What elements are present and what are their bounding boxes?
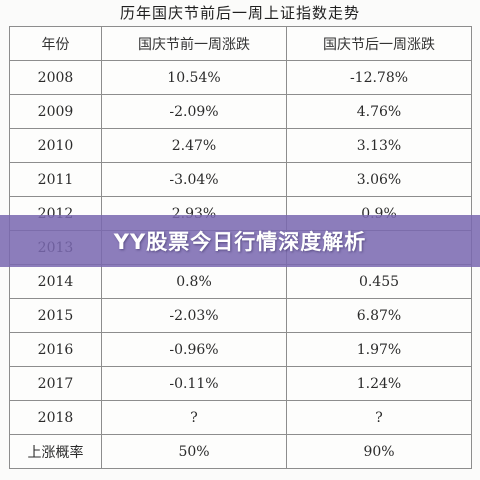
year-cell: 2010 [9,128,102,163]
summary-row: 上涨概率 50% 90% [9,434,472,469]
year-cell: 2008 [9,60,102,95]
after-cell: 4.76% [286,94,472,129]
table-title: 历年国庆节前后一周上证指数走势 [119,4,360,22]
table-row: 2008 10.54% -12.78% [9,60,472,95]
after-cell: 0.455 [286,264,472,299]
before-cell: 2.47% [101,128,287,163]
after-cell: 3.06% [286,162,472,197]
year-cell: 2015 [9,298,102,333]
header-week-after: 国庆节后一周涨跌 [286,26,472,61]
before-cell: -0.11% [101,366,287,401]
summary-before: 50% [101,434,287,469]
headline-text: YY股票今日行情深度解析 [113,230,367,254]
table-row: 2018 ? ? [9,400,472,435]
headline-banner: YY股票今日行情深度解析 [0,215,480,267]
year-cell: 2016 [9,332,102,367]
year-cell: 2009 [9,94,102,129]
before-cell: 10.54% [101,60,287,95]
table-row: 2016 -0.96% 1.97% [9,332,472,367]
before-cell: -2.09% [101,94,287,129]
before-cell: -0.96% [101,332,287,367]
header-year: 年份 [9,26,102,61]
header-week-before: 国庆节前一周涨跌 [101,26,287,61]
summary-after: 90% [286,434,472,469]
before-cell: ? [101,400,287,435]
table-row: 2015 -2.03% 6.87% [9,298,472,333]
after-cell: 1.24% [286,366,472,401]
before-cell: -3.04% [101,162,287,197]
year-cell: 2017 [9,366,102,401]
table-row: 2010 2.47% 3.13% [9,128,472,163]
table-header-row: 年份 国庆节前一周涨跌 国庆节后一周涨跌 [9,26,472,61]
summary-label: 上涨概率 [9,434,102,469]
after-cell: 3.13% [286,128,472,163]
year-cell: 2011 [9,162,102,197]
before-cell: -2.03% [101,298,287,333]
table-row: 2014 0.8% 0.455 [9,264,472,299]
after-cell: -12.78% [286,60,472,95]
table-row: 2011 -3.04% 3.06% [9,162,472,197]
after-cell: 1.97% [286,332,472,367]
year-cell: 2018 [9,400,102,435]
before-cell: 0.8% [101,264,287,299]
after-cell: ? [286,400,472,435]
table-row: 2017 -0.11% 1.24% [9,366,472,401]
table-row: 2009 -2.09% 4.76% [9,94,472,129]
after-cell: 6.87% [286,298,472,333]
year-cell: 2014 [9,264,102,299]
